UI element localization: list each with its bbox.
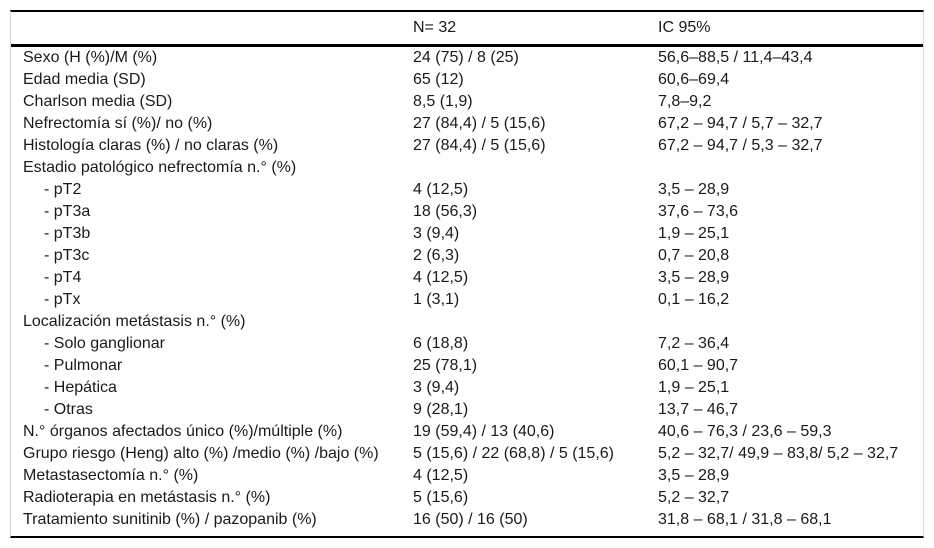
row-n-value: 3 (9,4)	[413, 225, 460, 242]
row-label: N.° órganos afectados único (%)/múltiple…	[23, 423, 343, 440]
row-n-value: 1 (3,1)	[413, 291, 460, 308]
row-n-value: 24 (75) / 8 (25)	[413, 49, 519, 66]
table-row: - pTx 1 (3,1) 0,1 – 16,2	[11, 289, 923, 311]
row-label: - pT4	[44, 269, 82, 286]
row-n-value: 4 (12,5)	[413, 467, 469, 484]
table-row: Radioterapia en metástasis n.° (%) 5 (15…	[11, 487, 923, 509]
table-row: Tratamiento sunitinib (%) / pazopanib (%…	[11, 509, 923, 531]
table-row: Localización metástasis n.° (%)	[11, 311, 923, 333]
row-ic-value: 60,1 – 90,7	[658, 357, 739, 374]
table-row: Metastasectomía n.° (%) 4 (12,5) 3,5 – 2…	[11, 465, 923, 487]
row-n-value: 25 (78,1)	[413, 357, 478, 374]
row-label: - pT3c	[44, 247, 90, 264]
table-row: - Solo ganglionar 6 (18,8) 7,2 – 36,4	[11, 333, 923, 355]
row-n-value: 3 (9,4)	[413, 379, 460, 396]
row-ic-value: 31,8 – 68,1 / 31,8 – 68,1	[658, 511, 832, 528]
row-ic-value: 37,6 – 73,6	[658, 203, 739, 220]
row-ic-value: 0,1 – 16,2	[658, 291, 730, 308]
row-ic-value: 13,7 – 46,7	[658, 401, 739, 418]
row-label: Histología claras (%) / no claras (%)	[23, 137, 279, 154]
row-n-value: 5 (15,6) / 22 (68,8) / 5 (15,6)	[413, 445, 614, 462]
row-label: Estadio patológico nefrectomía n.° (%)	[23, 159, 297, 176]
row-ic-value: 3,5 – 28,9	[658, 181, 730, 198]
table-row: - Pulmonar 25 (78,1) 60,1 – 90,7	[11, 355, 923, 377]
row-label: Tratamiento sunitinib (%) / pazopanib (%…	[23, 511, 317, 528]
row-ic-value: 3,5 – 28,9	[658, 269, 730, 286]
table-row: - Hepática 3 (9,4) 1,9 – 25,1	[11, 377, 923, 399]
row-label: - Hepática	[44, 379, 117, 396]
row-n-value: 2 (6,3)	[413, 247, 460, 264]
row-label: Charlson media (SD)	[23, 93, 173, 110]
row-ic-value: 1,9 – 25,1	[658, 225, 730, 242]
row-ic-value: 40,6 – 76,3 / 23,6 – 59,3	[658, 423, 832, 440]
table-row: - pT3c 2 (6,3) 0,7 – 20,8	[11, 245, 923, 267]
table-row: - Otras 9 (28,1) 13,7 – 46,7	[11, 399, 923, 421]
row-label: Metastasectomía n.° (%)	[23, 467, 199, 484]
row-label: Sexo (H (%)/M (%)	[23, 49, 158, 66]
table-body: Sexo (H (%)/M (%) 24 (75) / 8 (25) 56,6–…	[11, 47, 923, 536]
row-label: - Pulmonar	[44, 357, 123, 374]
table-row: - pT4 4 (12,5) 3,5 – 28,9	[11, 267, 923, 289]
row-ic-value: 5,2 – 32,7/ 49,9 – 83,8/ 5,2 – 32,7	[658, 445, 899, 462]
row-n-value: 27 (84,4) / 5 (15,6)	[413, 137, 546, 154]
table-row: Charlson media (SD) 8,5 (1,9) 7,8–9,2	[11, 91, 923, 113]
table-row: - pT2 4 (12,5) 3,5 – 28,9	[11, 179, 923, 201]
row-label: - pT3b	[44, 225, 91, 242]
row-label: - pT2	[44, 181, 82, 198]
row-label: - Solo ganglionar	[44, 335, 165, 352]
table-row: Edad media (SD) 65 (12) 60,6–69,4	[11, 69, 923, 91]
row-ic-value: 7,8–9,2	[658, 93, 712, 110]
table-header-row: N= 32 IC 95%	[11, 12, 923, 47]
table-row: - pT3a 18 (56,3) 37,6 – 73,6	[11, 201, 923, 223]
patient-characteristics-table: N= 32 IC 95% Sexo (H (%)/M (%) 24 (75) /…	[10, 10, 924, 538]
row-ic-value: 60,6–69,4	[658, 71, 730, 88]
row-ic-value: 7,2 – 36,4	[658, 335, 730, 352]
row-label: Localización metástasis n.° (%)	[23, 313, 246, 330]
row-ic-value: 0,7 – 20,8	[658, 247, 730, 264]
row-ic-value: 3,5 – 28,9	[658, 467, 730, 484]
row-ic-value: 67,2 – 94,7 / 5,7 – 32,7	[658, 115, 823, 132]
table-row: Estadio patológico nefrectomía n.° (%)	[11, 157, 923, 179]
header-ic-col: IC 95%	[658, 19, 711, 36]
row-label: Edad media (SD)	[23, 71, 146, 88]
row-label: - Otras	[44, 401, 93, 418]
row-n-value: 16 (50) / 16 (50)	[413, 511, 528, 528]
table-row: - pT3b 3 (9,4) 1,9 – 25,1	[11, 223, 923, 245]
row-ic-value: 1,9 – 25,1	[658, 379, 730, 396]
row-n-value: 27 (84,4) / 5 (15,6)	[413, 115, 546, 132]
row-label: - pTx	[44, 291, 81, 308]
table-row: Histología claras (%) / no claras (%) 27…	[11, 135, 923, 157]
row-ic-value: 5,2 – 32,7	[658, 489, 730, 506]
row-ic-value: 67,2 – 94,7 / 5,3 – 32,7	[658, 137, 823, 154]
row-n-value: 6 (18,8)	[413, 335, 469, 352]
row-n-value: 8,5 (1,9)	[413, 93, 473, 110]
row-n-value: 9 (28,1)	[413, 401, 469, 418]
table-row: N.° órganos afectados único (%)/múltiple…	[11, 421, 923, 443]
row-n-value: 19 (59,4) / 13 (40,6)	[413, 423, 555, 440]
row-label: Nefrectomía sí (%)/ no (%)	[23, 115, 213, 132]
row-ic-value: 56,6–88,5 / 11,4–43,4	[658, 49, 813, 66]
row-n-value: 4 (12,5)	[413, 181, 469, 198]
table-row: Nefrectomía sí (%)/ no (%) 27 (84,4) / 5…	[11, 113, 923, 135]
header-n-col: N= 32	[413, 19, 457, 36]
row-label: - pT3a	[44, 203, 91, 220]
row-label: Grupo riesgo (Heng) alto (%) /medio (%) …	[23, 445, 379, 462]
row-label: Radioterapia en metástasis n.° (%)	[23, 489, 271, 506]
row-n-value: 65 (12)	[413, 71, 464, 88]
table-row: Sexo (H (%)/M (%) 24 (75) / 8 (25) 56,6–…	[11, 47, 923, 69]
row-n-value: 5 (15,6)	[413, 489, 469, 506]
table-row: Grupo riesgo (Heng) alto (%) /medio (%) …	[11, 443, 923, 465]
row-n-value: 4 (12,5)	[413, 269, 469, 286]
row-n-value: 18 (56,3)	[413, 203, 478, 220]
